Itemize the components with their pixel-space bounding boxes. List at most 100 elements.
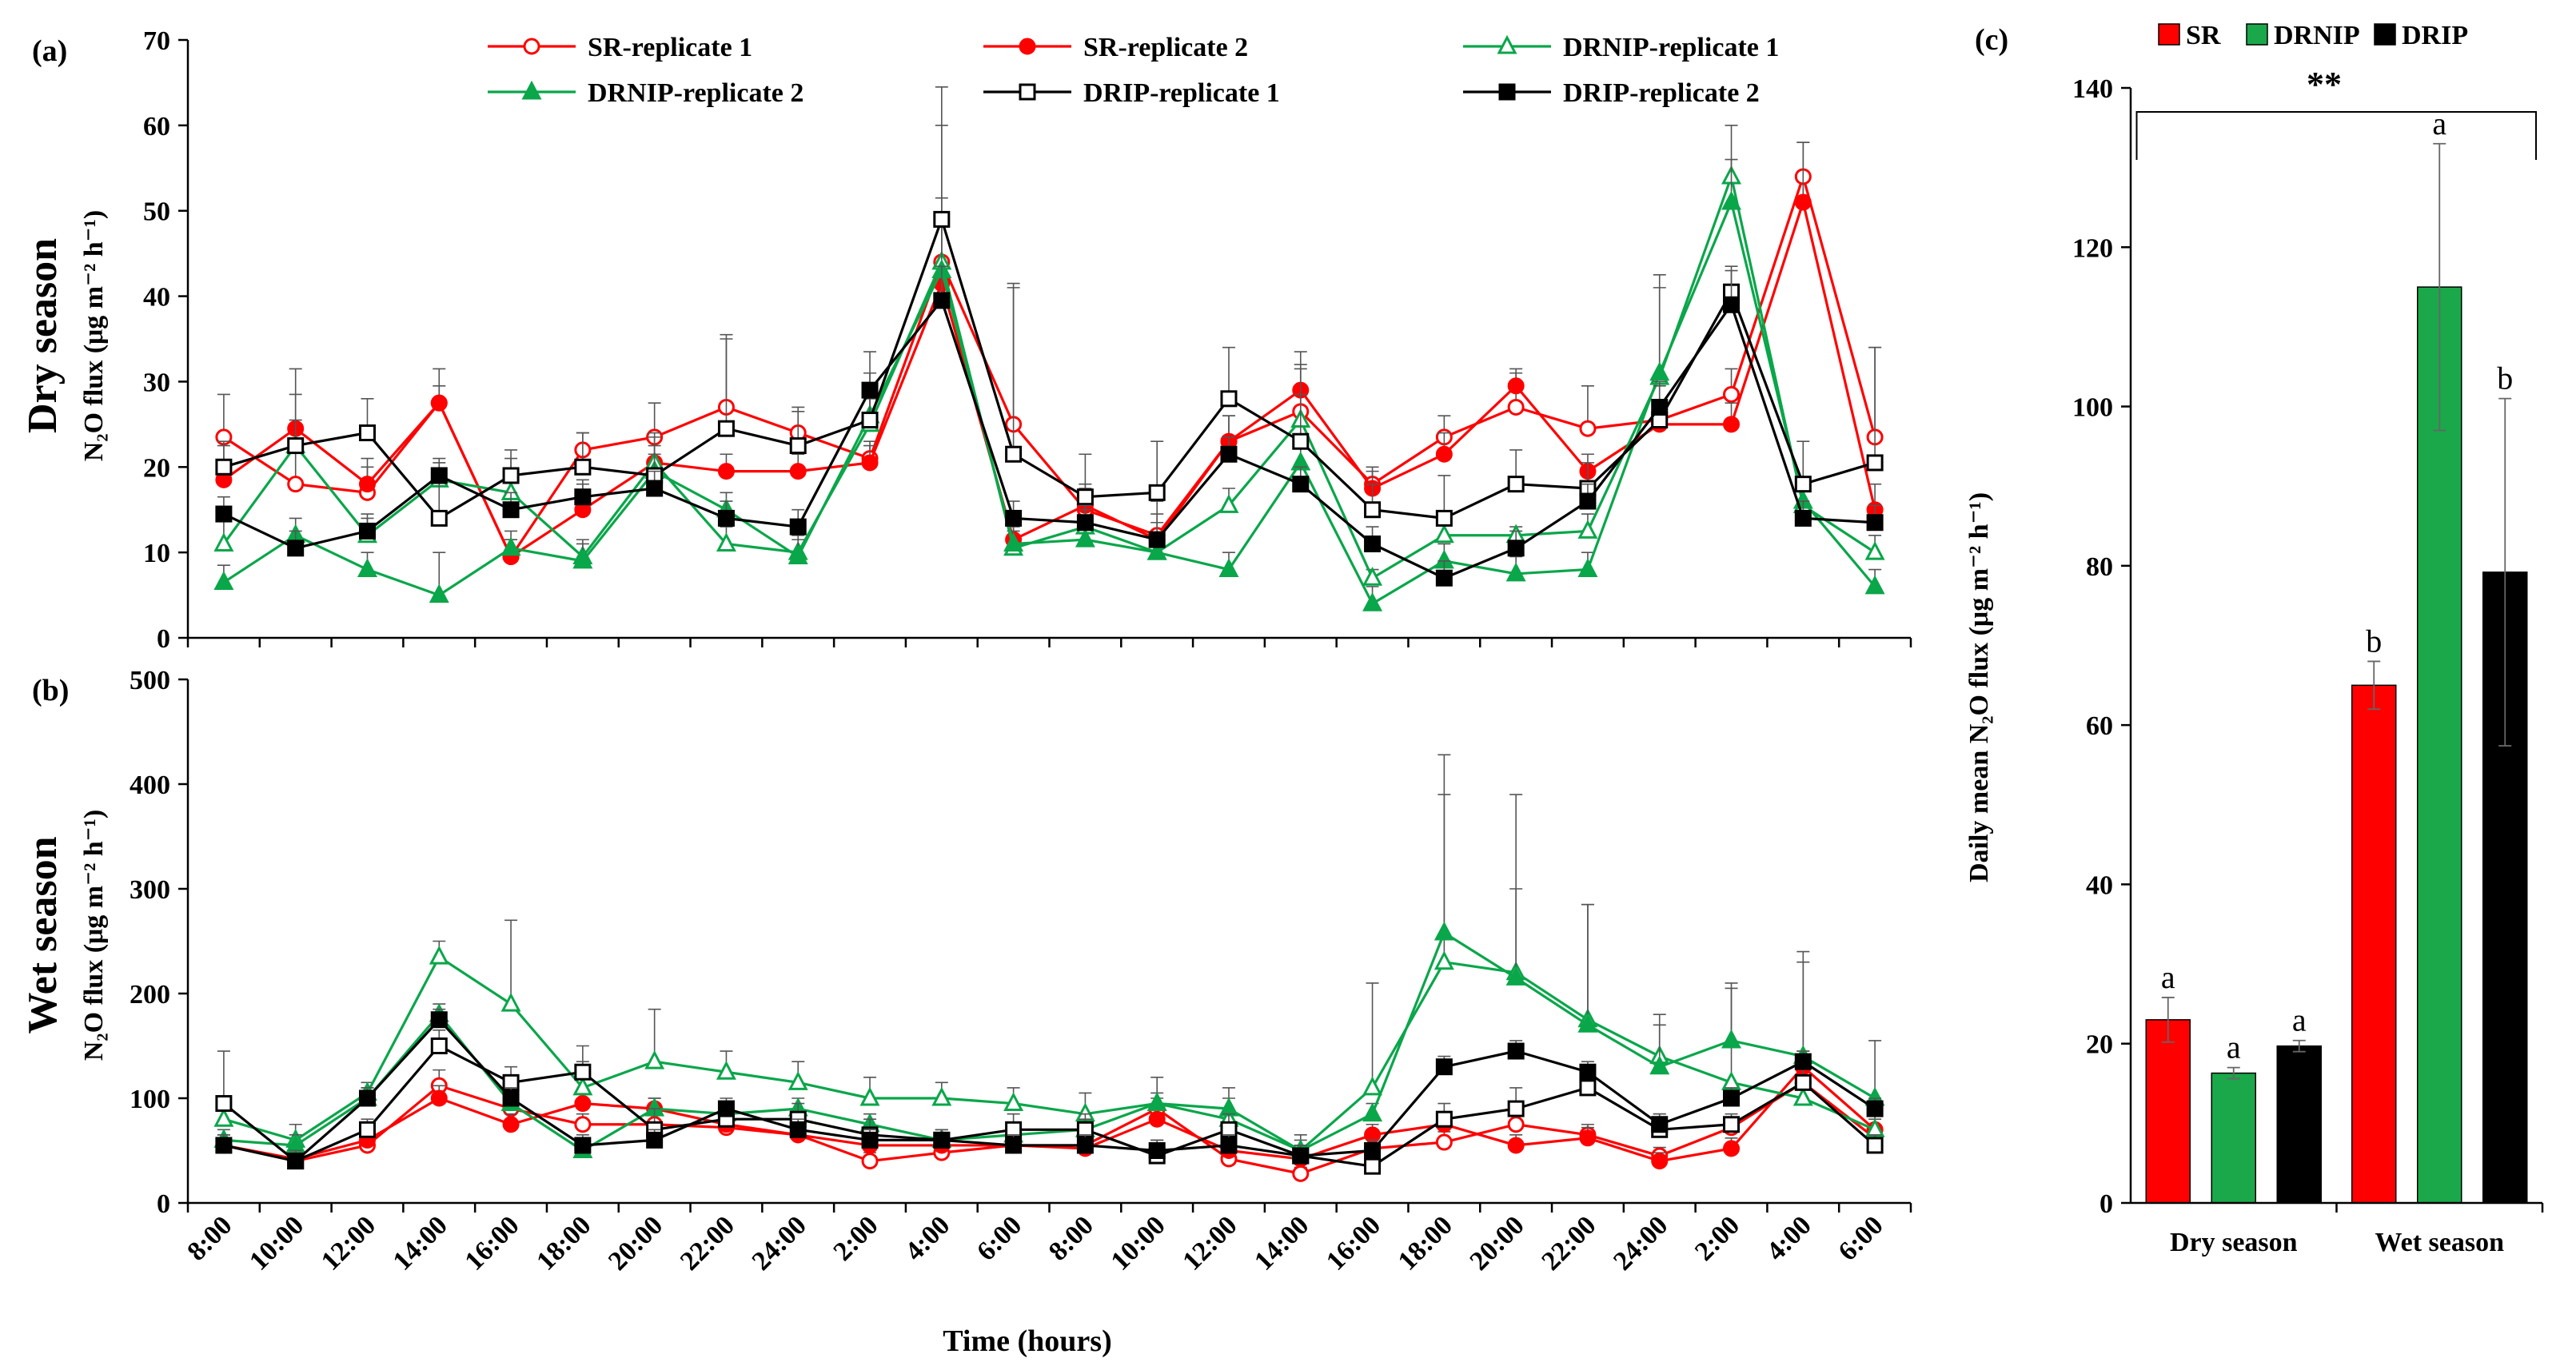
data-point [1579,1129,1597,1147]
panel-a-season-label: Dry season [20,238,66,433]
data-point [1435,1058,1453,1076]
significance-letter: b [2366,623,2382,659]
data-point [716,1061,736,1080]
data-point [1794,1073,1812,1091]
x-axis-label: Time (hours) [943,1324,1111,1358]
data-point [287,437,305,455]
bar-sr [2351,684,2397,1204]
data-point [1723,1116,1741,1133]
data-point [574,1095,592,1113]
data-point [502,467,520,484]
series-line [223,297,1876,579]
data-point [646,1131,664,1149]
data-point [1146,540,1167,560]
x-tick-label: 18:00 [1393,1210,1458,1276]
data-point [644,1049,665,1069]
data-point [574,1063,592,1081]
y-tick-label: 100 [2072,393,2113,423]
data-point [1292,432,1310,450]
data-point [502,501,520,519]
data-point [1577,1014,1598,1033]
data-point [1362,592,1383,611]
data-point [1146,1092,1167,1112]
data-point [213,1107,234,1127]
data-point [789,1121,807,1138]
data-point [789,437,807,455]
data-point [1364,1157,1382,1175]
y-tick-label: 0 [157,624,170,654]
data-point [1218,494,1239,513]
data-point [287,476,305,493]
series-line [223,197,1876,606]
data-point [1721,1029,1742,1049]
data-point [430,1011,448,1029]
legend-label: DRNIP-replicate 2 [588,78,804,108]
data-point [215,458,233,476]
legend-item: DRIP-replicate 1 [983,78,1280,108]
series-line [223,1018,1876,1163]
significance-marker: ** [2307,65,2342,104]
significance-letter: a [2161,959,2175,995]
data-point [1435,1133,1453,1151]
legend-item: DRIP-replicate 2 [1463,78,1760,108]
data-point [1794,193,1812,211]
data-point [1649,361,1670,381]
data-point [358,424,376,442]
data-point [717,509,735,527]
x-tick-label: 8:00 [1043,1210,1099,1266]
data-point [788,545,808,564]
data-point [430,1037,448,1054]
panel-a-label: (a) [32,34,67,68]
data-point [1723,385,1741,403]
significance-letter: a [2227,1029,2241,1065]
x-tick-label: 22:00 [1536,1210,1601,1276]
data-point [717,1100,735,1117]
legend-label: DRIP [2402,21,2468,50]
y-tick-label: 80 [2086,552,2113,582]
data-point [430,467,448,484]
x-tick-label: 20:00 [603,1210,668,1276]
data-point [500,992,521,1012]
legend-label: DRNIP [2274,21,2360,50]
data-point [789,463,807,480]
data-point [502,1116,520,1133]
x-tick-label: 4:00 [899,1210,955,1266]
legend-item: DRNIP-replicate 2 [488,78,804,108]
significance-letter: a [2292,1002,2307,1038]
data-point [933,1131,951,1149]
series-line [223,215,1876,520]
panel-c-daily-mean-bar-chart: (c) Daily mean N₂O flux (μg m⁻² h⁻¹) SR D… [1964,21,2544,1257]
data-point [1435,509,1453,527]
bar-drip [2276,1045,2322,1204]
bar-legend-item: SR [2158,21,2221,50]
data-point [789,518,807,536]
data-point [1577,520,1598,539]
data-point [1292,476,1310,493]
legend-item: SR-replicate 1 [488,33,752,62]
series-drnip-replicate-2 [213,158,1885,611]
y-tick-label: 20 [2086,1030,2113,1060]
data-point [1003,532,1024,552]
series-line [222,197,1876,559]
y-tick-label: 0 [157,1189,170,1219]
data-point [716,532,736,552]
bar-legend-item: DRIP [2374,21,2468,50]
panel-a-dry-season-line-chart: (a) Dry season N₂O flux (μg m⁻² h⁻¹) 0 10… [20,26,1912,654]
data-point [1649,1055,1670,1075]
data-point [1507,540,1525,557]
data-point [1435,569,1453,587]
data-point [861,381,879,399]
data-point [1362,566,1383,586]
legend-item: DRNIP-replicate 1 [1463,33,1779,62]
x-tick-label: 14:00 [1249,1210,1314,1276]
y-tick-label: 140 [2072,74,2113,104]
legend-swatch [2158,23,2180,46]
legend-label: SR [2186,21,2221,50]
data-point [1220,1137,1238,1154]
data-point [572,1076,593,1096]
data-point [1794,509,1812,527]
data-point [717,463,735,480]
y-tick-label: 20 [143,453,170,483]
data-point [717,420,735,437]
